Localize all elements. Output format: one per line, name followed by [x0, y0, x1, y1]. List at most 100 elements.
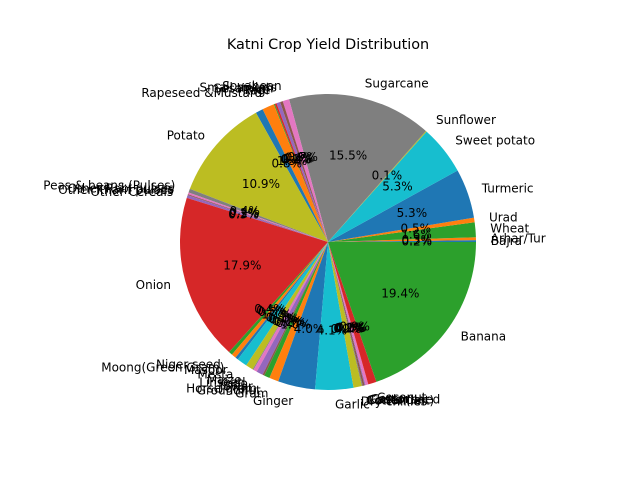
slice-percentage-label: 0.7%	[287, 150, 318, 164]
pie-slice	[262, 104, 328, 243]
slice-percentage-label: 0.4%	[269, 312, 300, 326]
slice-label: Peas & beans (Pulses)	[43, 179, 175, 193]
slice-label: Turmeric	[481, 181, 534, 195]
slice-percentage-label: 0.2%	[281, 152, 312, 166]
slice-percentage-label: 0.8%	[271, 156, 302, 170]
slice-label: Arhar/Tur	[491, 231, 546, 245]
pie-slice	[235, 242, 328, 360]
slice-label: Cotton(lint)	[366, 393, 434, 407]
slice-percentage-label: 0.2%	[229, 206, 260, 220]
slice-percentage-label: 0.1%	[268, 312, 299, 326]
pie-slice	[255, 109, 328, 242]
pie-slice	[328, 242, 377, 385]
pie-slice	[328, 170, 474, 242]
pie-slice	[328, 242, 366, 386]
slice-label: Moong(Green Gram)	[101, 361, 224, 375]
slice-percentage-label: 17.9%	[223, 259, 261, 273]
slice-percentage-label: 0.9%	[339, 320, 370, 334]
slice-percentage-label: 0.3%	[258, 305, 289, 319]
slice-percentage-label: 0.2%	[402, 234, 433, 248]
slice-label: Jowar	[219, 379, 253, 393]
slice-percentage-label: 0.2%	[274, 315, 305, 329]
pie-slice	[262, 242, 328, 376]
slice-percentage-label: 0.7%	[272, 314, 303, 328]
pie-slice	[328, 242, 365, 386]
slice-percentage-label: 0.4%	[254, 302, 285, 316]
chart-title: Katni Crop Yield Distribution	[227, 37, 429, 53]
slice-percentage-label: 19.4%	[381, 287, 419, 301]
pie-slice	[231, 242, 328, 358]
slice-label: Groundnut	[197, 383, 261, 397]
slice-label: Bajra	[491, 234, 522, 248]
slice-percentage-label: 0.2%	[334, 321, 365, 335]
percentage-labels: 0.2%0.3%1.6%0.5%5.3%5.3%0.1%15.5%0.7%0.3…	[223, 149, 432, 338]
slice-label: Gram	[235, 387, 268, 401]
pie-slice	[276, 101, 328, 243]
slice-label: Castor	[371, 392, 410, 406]
pie-slice	[253, 242, 328, 372]
slice-percentage-label: 0.4%	[229, 204, 260, 218]
slice-label: Horse-gram	[186, 382, 257, 396]
slice-label: Ginger	[253, 394, 293, 408]
pie-slice	[187, 194, 328, 242]
slice-label: Onion	[136, 278, 171, 292]
pie-slice	[188, 188, 328, 242]
pie-slice	[179, 197, 328, 353]
pie-slice	[189, 112, 328, 243]
slice-percentage-label: 5.3%	[397, 206, 428, 220]
pie-slice	[328, 242, 476, 382]
slice-percentage-label: 15.5%	[329, 149, 367, 163]
pie-slice	[252, 242, 328, 370]
slice-label: Dry chillies	[361, 394, 427, 408]
pie-slice	[289, 94, 426, 243]
pie-slice	[274, 103, 328, 242]
slice-label: Small millets	[200, 80, 277, 94]
pie-slice	[328, 240, 477, 242]
pie-slice	[328, 222, 476, 242]
slice-label: Sweet potato	[455, 134, 535, 148]
pie-slice	[328, 242, 362, 388]
slice-label: Coconut	[377, 390, 427, 404]
slice-percentage-label: 0.3%	[285, 151, 316, 165]
pie-slice	[256, 242, 328, 375]
slice-percentage-label: 1.6%	[401, 228, 432, 242]
slice-label: Linseed	[199, 375, 245, 389]
slice-percentage-label: 0.9%	[331, 322, 362, 336]
slice-percentage-label: 0.1%	[372, 169, 403, 183]
slice-percentage-label: 0.1%	[335, 321, 366, 335]
slice-percentage-label: 0.8%	[266, 310, 297, 324]
slice-percentage-label: 0.1%	[333, 321, 364, 335]
pie-slice	[229, 242, 328, 355]
slice-percentage-label: 0.1%	[229, 207, 260, 221]
pie-slices	[179, 94, 477, 390]
slice-label: Other Rabi pulses	[68, 181, 175, 195]
slice-label: Niger seed	[156, 357, 221, 371]
pie-slice	[328, 130, 427, 242]
slice-label: Rice	[245, 83, 271, 97]
slice-label: Mesta	[197, 367, 233, 381]
slice-percentage-label: 4.0%	[294, 322, 325, 336]
pie-slice	[264, 242, 328, 378]
pie-slice	[328, 242, 363, 387]
slice-percentage-label: 10.9%	[242, 177, 280, 191]
slice-label: Soyabean	[222, 79, 281, 93]
pie-slice	[328, 217, 475, 242]
pie-slice	[187, 192, 328, 242]
slice-percentage-label: 1.3%	[277, 154, 308, 168]
pie-slice	[328, 237, 476, 242]
slice-percentage-label: 0.5%	[256, 303, 287, 317]
slice-percentage-label: 5.3%	[382, 180, 413, 194]
slice-label: Kodo	[218, 377, 248, 391]
slice-label: Potato	[167, 128, 205, 142]
pie-slice	[328, 131, 458, 242]
slice-percentage-label: 1.0%	[280, 318, 311, 332]
slice-label: Castor seed	[369, 393, 440, 407]
slice-label: Other Cereals	[90, 185, 173, 199]
slice-percentage-label: 0.4%	[283, 151, 314, 165]
pie-slice	[278, 242, 328, 390]
slice-percentage-label: 4.1%	[317, 324, 348, 338]
pie-slice	[328, 242, 369, 386]
